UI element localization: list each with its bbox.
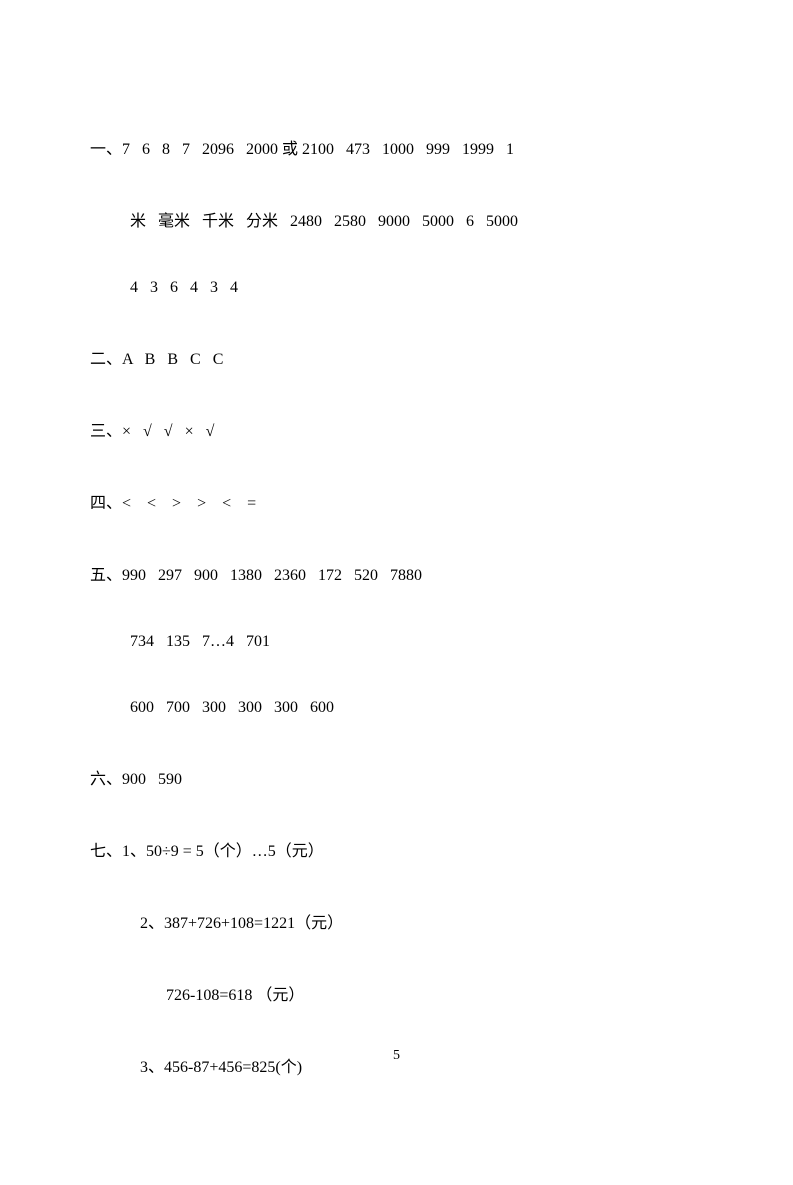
answer-line-5: 五、990 297 900 1380 2360 172 520 7880 bbox=[90, 561, 703, 585]
answer-line-3: 三、× √ √ × √ bbox=[90, 417, 703, 441]
answer-line-7-1: 七、1、50÷9 = 5（个）…5（元） bbox=[90, 837, 703, 861]
answer-line-5c: 600 700 300 300 300 600 bbox=[90, 699, 703, 717]
document-page: 一、7 6 8 7 2096 2000 或 2100 473 1000 999 … bbox=[0, 0, 793, 1185]
answer-line-4: 四、< < > > < = bbox=[90, 489, 703, 513]
answer-line-1: 一、7 6 8 7 2096 2000 或 2100 473 1000 999 … bbox=[90, 135, 703, 159]
page-number: 5 bbox=[0, 1048, 793, 1064]
answer-line-5b: 734 135 7…4 701 bbox=[90, 633, 703, 651]
answer-line-7-2: 2、387+726+108=1221（元） bbox=[90, 909, 703, 933]
answer-line-7-2b: 726-108=618 （元） bbox=[90, 981, 703, 1005]
answer-line-2: 二、A B B C C bbox=[90, 345, 703, 369]
answer-line-1c: 4 3 6 4 3 4 bbox=[90, 279, 703, 297]
answer-line-6: 六、900 590 bbox=[90, 765, 703, 789]
answer-line-1b: 米 毫米 千米 分米 2480 2580 9000 5000 6 5000 bbox=[90, 207, 703, 231]
